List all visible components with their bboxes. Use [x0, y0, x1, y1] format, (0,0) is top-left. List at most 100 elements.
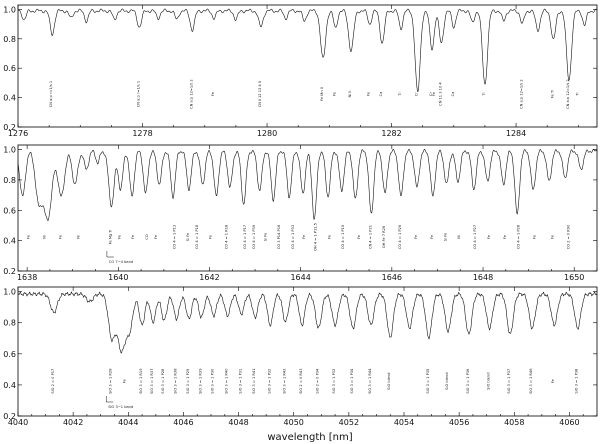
line-id-label: SiO 3 = 1 R41: [252, 368, 256, 393]
line-id-label: Si Fe: [444, 232, 448, 241]
line-id-label: SiO 3 = 1 R38: [174, 368, 178, 394]
plot-frame: [17, 286, 598, 417]
spectrum-line: [17, 291, 598, 354]
line-id-label: Fe: [209, 234, 213, 239]
x-tick-label: 4060: [559, 418, 579, 427]
line-id-label: CO 3 P14 P16: [277, 224, 281, 249]
y-tick-label: 1.0: [3, 288, 16, 297]
line-id-label: CO 4 = 1 P26: [398, 224, 402, 249]
band-head-marker: [105, 396, 114, 403]
x-tick-label: 4056: [449, 418, 469, 427]
y-tick-label: 0.8: [3, 319, 16, 328]
x-tick-label: 4050: [284, 418, 304, 427]
line-id-label: SiO 3 = 1 R37: [150, 368, 154, 393]
x-axis-label: wavelength [nm]: [267, 432, 352, 443]
x-tick-label: 1276: [8, 129, 28, 138]
line-id-label: Ti: [575, 93, 579, 97]
line-id-label: CN a:p r=1/s 1: [49, 81, 53, 107]
line-id-label: SiO 3 = 1 P35: [426, 369, 430, 394]
x-tick-label: 1284: [506, 129, 526, 138]
line-id-label: Ti: [398, 93, 402, 97]
line-id-label: SiO 3 = 1 R40: [225, 368, 229, 394]
line-id-label: SiO 3 = 1 P31: [238, 369, 242, 394]
line-id-label: Fe Mg Ti: [108, 230, 112, 245]
line-id-label: Fe: [211, 91, 215, 96]
y-tick-label: 1.0: [3, 5, 16, 14]
x-tick-label: 1282: [381, 129, 401, 138]
y-tick-label: 0.6: [3, 64, 16, 73]
line-id-label: Fe: [302, 234, 306, 239]
line-id-label: CN a:p 12=1/s 2: [519, 79, 523, 109]
y-tick-label: 0.4: [3, 94, 16, 103]
line-id-label: CO 4 = 1 P27: [473, 225, 477, 249]
line-id-label: SiO blend: [445, 373, 449, 390]
line-id-label: Ca: [451, 92, 455, 97]
line-id-label: SiO 3 = 1 R44: [368, 368, 372, 394]
line-id-label: Fe: [26, 234, 30, 239]
line-id-label: Fe Ti: [550, 90, 554, 98]
line-id-label: Fe: [430, 234, 434, 239]
panel-middle-1638-1650nm: 1638 1640 1642 1644 1646 1648 1650 0.2 0.4 0.6 0.8…: [3, 144, 598, 282]
line-id-label: CN Ⅱ 12 13 4 5: [258, 81, 262, 107]
line-id-label: Fe: [118, 234, 122, 239]
line-id-label: CO 2 = 0 R90: [567, 224, 571, 249]
x-tick-label: 4058: [504, 418, 524, 427]
band-head-marker: [106, 251, 114, 258]
line-id-label: SiO 3 = 1 P32: [267, 369, 271, 394]
line-id-label: SiO 3 = 1 R42: [282, 368, 286, 393]
line-id-label: CO: [145, 234, 149, 240]
line-id-label: Ni: [77, 235, 81, 239]
line-id-label: Fe: [551, 378, 555, 383]
line-id-label: CN a:p r=1/s 1: [136, 81, 140, 107]
x-tick-label: 4052: [339, 418, 359, 427]
x-tick-label: 1648: [473, 273, 493, 282]
line-id-label: CN a:p 12=1/s 2: [189, 79, 193, 109]
x-tick-label: 1280: [257, 129, 277, 138]
y-tick-label: 0.2: [3, 412, 16, 421]
y-tick-label: 0.2: [3, 267, 16, 276]
line-id-label: SiO 3 = 1 P29: [186, 368, 190, 394]
line-id-label: CO 4 = 1 P13: [172, 225, 176, 249]
line-id-label: CN a:p 12=1/s 2: [566, 79, 570, 109]
line-id-label: SiO blend: [486, 373, 490, 390]
line-id-label: SiO 3 = 1 R28: [109, 368, 113, 394]
line-id-label: Fe: [367, 91, 371, 96]
band-head-label: SiO 3−1 band: [108, 405, 133, 409]
y-tick-label: 1.0: [3, 146, 16, 155]
line-id-label: SiO 3 = 1 P28: [161, 368, 165, 394]
line-id-label: Ni II: [348, 91, 352, 98]
plot-frame: [17, 4, 598, 128]
x-tick-label: 1644: [290, 273, 310, 282]
line-id-label: Fe: [154, 234, 158, 239]
y-tick-label: 0.8: [3, 35, 16, 44]
line-id-label: Ti: [482, 93, 486, 97]
line-id-label: SiO 3 = 1 P37: [507, 369, 511, 394]
line-id-label: CO 4 = 1 P39: [252, 224, 256, 249]
line-id-label: SiO 3 = 1 P33: [332, 369, 336, 394]
line-id-label: SiO 3 = 1 R19: [139, 368, 143, 394]
plot-frame: [17, 144, 598, 272]
panel-bottom-4040-4061nm: 4040 4042 4044 4046 4048 4050 4052 4054 4056 4058…: [3, 286, 598, 427]
line-id-label: SiO blend: [387, 373, 391, 390]
line-id-label: Ni: [457, 235, 461, 239]
line-id-label: Ca: [379, 92, 383, 97]
line-id-label: SiO 2 = 0 P34: [316, 368, 320, 394]
line-id-label: Ni: [42, 235, 46, 239]
line-id-label: SiO 3 = 1 P38: [575, 368, 579, 394]
line-id-label: SiO 2 = 0 P17: [51, 369, 55, 394]
x-tick-label: 1646: [382, 273, 402, 282]
y-tick-label: 0.6: [3, 206, 16, 215]
line-id-label: CN 4 = 1 P21: [368, 225, 372, 249]
line-id-label: Fe: [357, 234, 361, 239]
x-tick-label: 1642: [199, 273, 219, 282]
y-tick-label: 0.8: [3, 176, 16, 185]
line-id-label: Cr: [415, 92, 419, 97]
line-id-label: Si Fe: [186, 232, 190, 241]
line-id-label: Si Fe: [263, 232, 267, 241]
line-id-label: Cr: [429, 92, 433, 97]
band-head-label: CO 7−4 band: [109, 260, 133, 264]
line-id-label: CO 4 = 1 P17: [243, 225, 247, 249]
line-id-label: Fe: [414, 234, 418, 239]
line-id-label: SiO 3 = 1 R39: [198, 368, 202, 394]
